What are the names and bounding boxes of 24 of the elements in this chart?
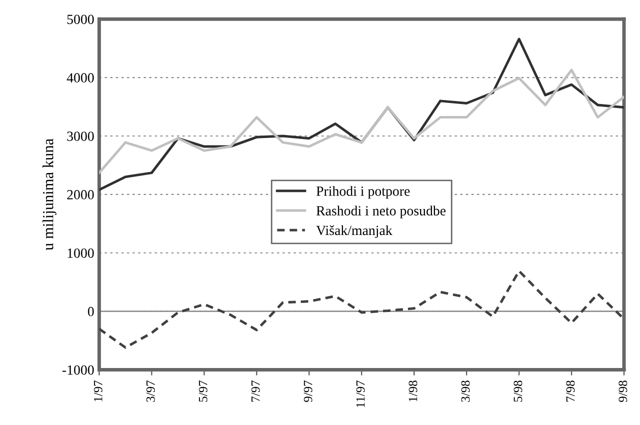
legend-label: Rashodi i neto posudbe: [316, 206, 446, 218]
legend-label: Višak/manjak: [316, 225, 392, 238]
legend-label: Prihodi i potpore: [316, 186, 410, 199]
y-axis-title: u milijunima kuna: [42, 138, 56, 250]
x-tick-label: 3/97: [146, 380, 155, 402]
x-tick-label: 9/98: [618, 380, 628, 402]
x-tick-label: 5/97: [198, 380, 208, 402]
y-tick-label: 1000: [68, 248, 94, 258]
y-tick-label: 0: [88, 306, 94, 316]
y-tick-label: -1000: [62, 365, 94, 375]
x-tick-label: 1/97: [94, 380, 102, 402]
line-series: [99, 270, 624, 349]
y-tick-label: 2000: [67, 190, 94, 200]
y-tick-label: 5000: [67, 14, 94, 24]
y-tick-label: 3000: [67, 132, 94, 141]
x-tick-label: 1/98: [408, 380, 418, 402]
y-tick-label: 4000: [66, 73, 94, 83]
x-tick-label: 7/98: [566, 380, 575, 402]
x-tick-label: 5/98: [514, 380, 522, 402]
line-series: [99, 68, 624, 174]
x-tick-label: 11/97: [356, 380, 365, 408]
x-tick-label: 9/97: [304, 380, 312, 402]
x-tick-label: 7/97: [251, 380, 260, 402]
x-tick-label: 3/98: [461, 380, 470, 402]
